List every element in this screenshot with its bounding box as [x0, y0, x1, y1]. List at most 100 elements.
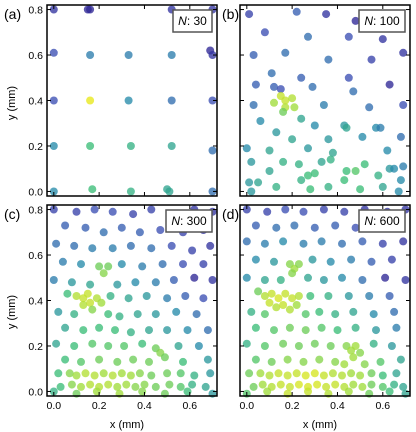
- data-point: [181, 292, 190, 300]
- data-point: [117, 223, 126, 232]
- n-box: [358, 9, 406, 33]
- n-box: [358, 209, 406, 233]
- data-point: [251, 255, 260, 264]
- scatter-points: [49, 5, 217, 196]
- data-point: [133, 310, 142, 319]
- data-point: [324, 182, 333, 191]
- data-point: [88, 339, 97, 348]
- data-point: [294, 342, 303, 350]
- y-tick-label: 0.8: [28, 205, 43, 217]
- panel-1: (b) N: 100: [222, 4, 411, 197]
- data-point: [242, 237, 251, 246]
- data-point: [203, 326, 212, 335]
- data-point: [385, 292, 394, 300]
- data-point: [135, 369, 144, 378]
- data-point: [390, 164, 399, 173]
- scatter-points: [242, 7, 408, 196]
- data-point: [378, 371, 387, 380]
- data-point: [242, 339, 251, 348]
- data-point: [304, 273, 312, 282]
- data-point: [358, 132, 367, 141]
- data-point: [319, 205, 328, 214]
- x-axis-title-right: x (mm): [303, 419, 337, 431]
- x-tick-label: 0.4: [330, 400, 345, 412]
- data-point: [326, 155, 335, 164]
- plot-frame: [46, 204, 218, 397]
- data-point: [367, 369, 376, 378]
- data-point: [399, 48, 408, 57]
- data-point: [72, 292, 81, 300]
- data-point: [158, 260, 167, 269]
- data-point: [251, 80, 260, 89]
- panel-letter: (c): [4, 206, 20, 222]
- data-point: [256, 369, 265, 378]
- data-point: [319, 101, 328, 109]
- data-point: [347, 369, 356, 378]
- data-point: [270, 326, 278, 335]
- data-point: [138, 387, 147, 396]
- data-point: [113, 357, 122, 366]
- data-point: [49, 96, 58, 105]
- y-tick-label: 0.0: [28, 186, 43, 198]
- data-point: [79, 301, 88, 309]
- data-point: [276, 85, 285, 94]
- data-point: [104, 380, 113, 389]
- data-point: [247, 307, 256, 316]
- data-point: [95, 355, 104, 364]
- data-point: [117, 260, 126, 269]
- data-point: [242, 144, 251, 153]
- y-tick-label: 0.2: [28, 141, 43, 153]
- data-point: [83, 289, 92, 298]
- data-point: [70, 342, 79, 350]
- data-point: [385, 387, 394, 396]
- data-point: [145, 357, 153, 366]
- panel-letter: (d): [222, 206, 239, 222]
- data-point: [347, 255, 356, 264]
- data-point: [396, 355, 405, 364]
- scatter-points: [242, 205, 410, 398]
- data-point: [306, 185, 315, 194]
- data-point: [399, 162, 408, 171]
- data-point: [172, 307, 181, 316]
- panel-0: 0.0 0.2 0.4 0.6 0.8 (a) N: 30: [4, 4, 218, 198]
- data-point: [356, 348, 365, 357]
- data-point: [272, 223, 281, 232]
- data-point: [99, 369, 108, 378]
- data-point: [251, 323, 260, 332]
- data-point: [265, 146, 274, 155]
- data-point: [338, 239, 346, 248]
- data-point: [349, 380, 358, 389]
- data-point: [63, 289, 72, 298]
- data-point: [242, 273, 251, 282]
- n-value: : 600: [373, 214, 400, 228]
- data-point: [399, 237, 408, 246]
- data-point: [317, 237, 326, 246]
- data-point: [203, 355, 212, 364]
- data-point: [135, 228, 144, 237]
- data-point: [281, 205, 290, 214]
- data-point: [97, 298, 106, 307]
- data-point: [265, 298, 274, 307]
- data-point: [126, 187, 135, 196]
- data-point: [131, 382, 140, 391]
- data-point: [72, 207, 81, 216]
- data-point: [285, 382, 294, 391]
- data-point: [167, 142, 176, 150]
- data-point: [283, 355, 292, 364]
- data-point: [61, 355, 70, 364]
- data-point: [294, 380, 303, 389]
- data-point: [281, 96, 290, 105]
- data-point: [319, 276, 328, 284]
- x-tick-label: 0.0: [239, 400, 254, 412]
- n-value: : 30: [187, 14, 207, 28]
- data-point: [383, 146, 392, 155]
- data-point: [247, 157, 256, 166]
- data-point: [274, 294, 283, 303]
- data-point: [142, 292, 151, 300]
- data-point: [58, 257, 67, 266]
- data-point: [65, 369, 74, 378]
- data-point: [147, 244, 156, 253]
- data-point: [120, 342, 129, 350]
- x-tick-label: 0.6: [182, 400, 197, 412]
